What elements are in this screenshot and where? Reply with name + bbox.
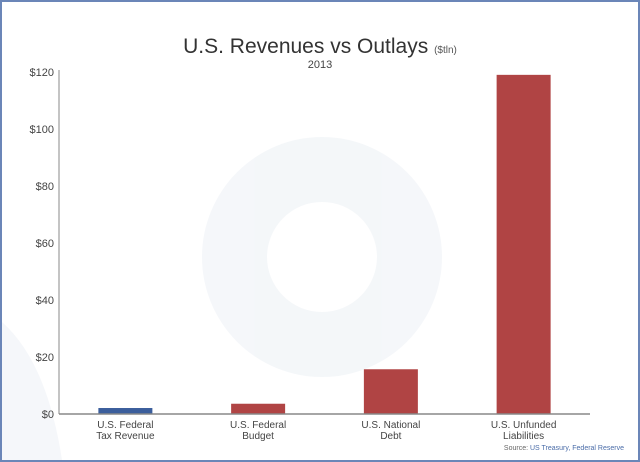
y-tick-label: $20 [36, 352, 54, 364]
x-tick-label: Tax Revenue [96, 431, 155, 442]
x-tick-label: Debt [380, 431, 401, 442]
x-tick-label: Budget [242, 431, 274, 442]
x-tick-label: U.S. Unfunded [491, 420, 557, 431]
chart-subtitle: 2013 [307, 59, 333, 71]
chart-title: U.S. Revenues vs Outlays ($tln) [2, 36, 638, 58]
x-tick-label: U.S. Federal [230, 420, 286, 431]
y-tick-label: $80 [36, 181, 54, 193]
y-tick-label: $40 [36, 295, 54, 307]
x-tick-label: Liabilities [503, 431, 544, 442]
title-unit: ($tln) [434, 45, 457, 56]
y-tick-label: $0 [42, 409, 54, 421]
background-gear-watermark [2, 137, 442, 460]
bar [363, 369, 418, 414]
source-label: Source: [503, 445, 529, 452]
bar [496, 74, 551, 414]
bar [98, 408, 153, 414]
title-text: U.S. Revenues vs Outlays [183, 35, 429, 58]
y-tick-label: $100 [30, 124, 54, 136]
x-tick-label: U.S. Federal [97, 420, 153, 431]
x-tick-label: U.S. National [361, 420, 420, 431]
y-tick-label: $120 [30, 67, 54, 79]
source-note: Source: US Treasury, Federal Reserve [504, 445, 624, 453]
source-text: US Treasury, Federal Reserve [529, 445, 624, 452]
bar [231, 403, 286, 414]
y-tick-label: $60 [36, 238, 54, 250]
